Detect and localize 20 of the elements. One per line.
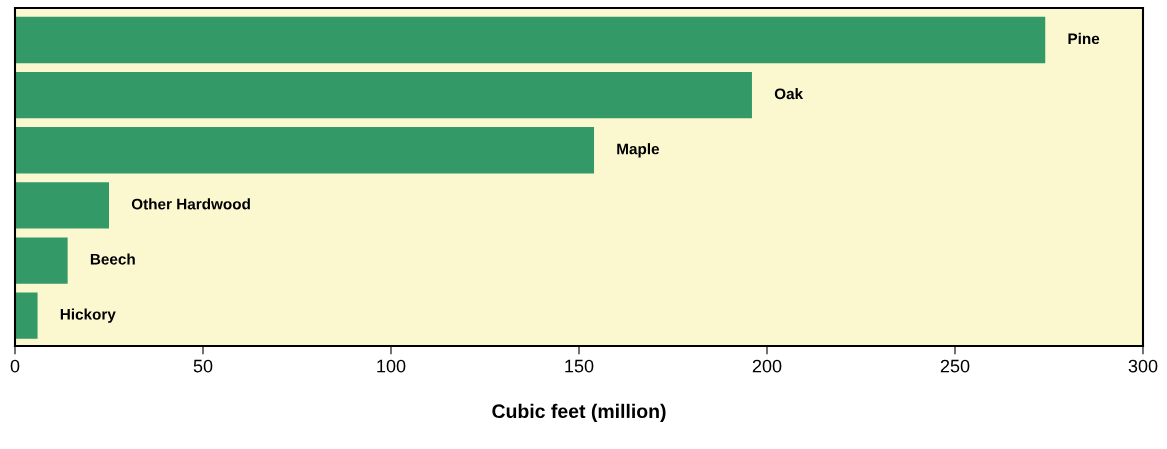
bar — [15, 292, 38, 339]
y-tick-label: Hickory — [60, 308, 116, 323]
x-tick-label: 100 — [377, 359, 406, 373]
x-tick-label: 250 — [940, 359, 970, 373]
bar — [15, 71, 752, 119]
x-tick-label: 50 — [193, 359, 213, 373]
y-tick-label: Beech — [90, 253, 135, 265]
bar — [15, 16, 1046, 64]
bar — [15, 237, 68, 284]
x-tick-label: 150 — [565, 359, 594, 373]
x-tick-label: 300 — [1128, 359, 1158, 373]
y-tick-label: Maple — [617, 143, 660, 158]
y-tick-label: Other Hardwood — [131, 198, 250, 210]
y-tick-label: Pine — [1068, 32, 1100, 45]
bar — [15, 127, 595, 174]
bar — [15, 182, 109, 229]
x-tick-label: 200 — [752, 359, 782, 373]
y-tick-label: Oak — [774, 88, 804, 100]
x-axis-title: Cubic feet (million) — [492, 403, 666, 422]
x-tick-label: 0 — [10, 359, 20, 373]
